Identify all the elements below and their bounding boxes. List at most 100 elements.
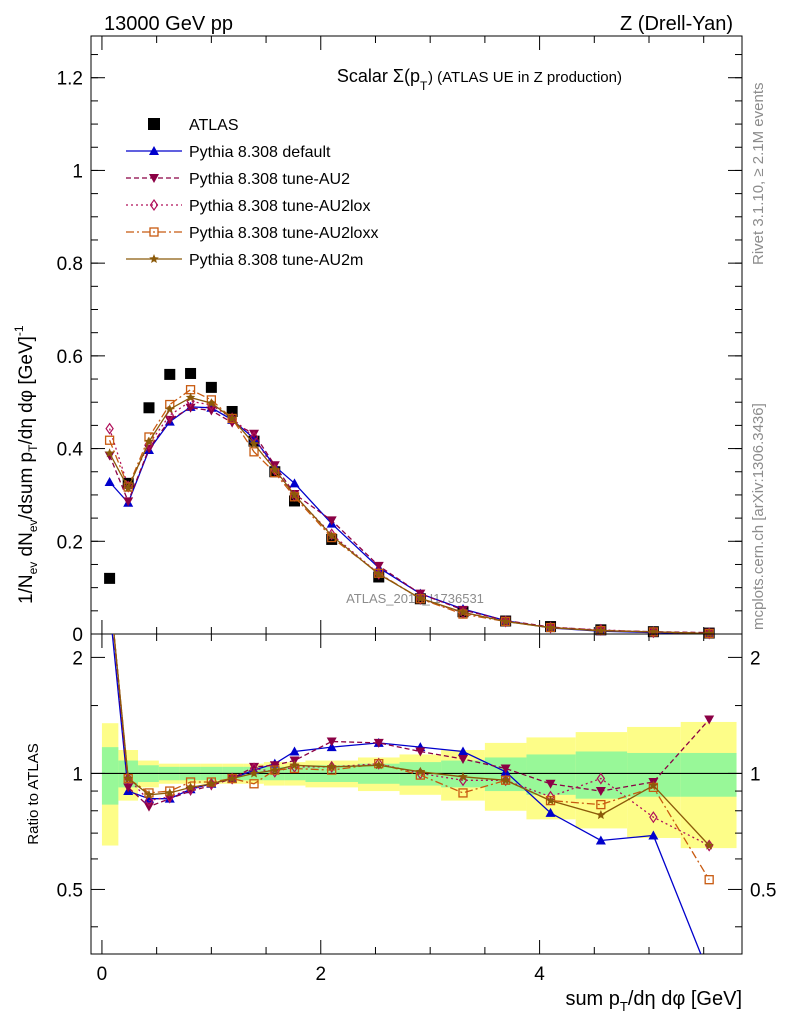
main-data-point <box>226 405 238 417</box>
ratio-data-point <box>165 787 175 797</box>
mcplots-label: mcplots.cern.ch [arXiv:1306.3436] <box>750 403 767 630</box>
main-data-point <box>500 616 511 626</box>
ratio-data-point <box>374 757 383 770</box>
title-tail: ) (ATLAS UE in Z production) <box>428 69 622 86</box>
main-y-tick-label: 1.2 <box>57 69 83 90</box>
ratio-data-point <box>704 875 714 885</box>
ratio-data-point <box>105 602 115 611</box>
ratio-data-point <box>326 742 337 752</box>
ratio-data-point <box>206 778 217 788</box>
ratio-data-point <box>649 811 658 824</box>
main-y-tick-label: 0.6 <box>57 347 83 368</box>
main-data-point <box>373 561 384 571</box>
ratio-uncertainty-bands <box>91 721 742 849</box>
legend-label: Pythia 8.308 default <box>189 144 331 161</box>
svg-text:T: T <box>420 79 428 93</box>
main-data-point <box>144 436 154 446</box>
ratio-data-point <box>123 783 134 793</box>
ratio-y-axis-label: Ratio to ATLAS <box>25 743 42 844</box>
ratio-band-green <box>680 752 737 797</box>
legend-label: Pythia 8.308 tune-AU2loxx <box>189 225 378 242</box>
ratio-data-point <box>648 830 659 840</box>
main-data-point <box>185 403 196 413</box>
main-data-point <box>596 625 606 635</box>
main-axis-ticks: 0 0.2 0.4 0.6 0.8 1 1.2 <box>57 36 742 646</box>
main-y-tick-label: 0.4 <box>57 440 84 461</box>
ratio-y-tick-label: 0.5 <box>57 880 83 901</box>
ratio-data-point <box>596 799 606 810</box>
main-data-point <box>289 478 300 488</box>
ratio-panel-frame <box>90 633 743 955</box>
main-panel: 00.20.40.60.811.2 ATLAS_2019_I1736531 Sc… <box>57 35 743 646</box>
legend: ATLAS Pythia 8.308 default Pythia 8.308 tu… <box>126 117 378 269</box>
ratio-y-tick-label-right: 2 <box>750 648 761 669</box>
main-data-point <box>104 451 115 461</box>
title-main: Scalar Σ(p <box>337 66 420 86</box>
ratio-data-point <box>164 794 175 804</box>
rivet-version-label: Rivet 3.1.10, ≥ 2.1M events <box>750 83 767 266</box>
ratio-data-point <box>545 779 556 789</box>
ratio-y-tick-label-right: 0.5 <box>750 880 776 901</box>
legend-label: Pythia 8.308 tune-AU2m <box>189 252 363 269</box>
main-data-point <box>289 489 300 499</box>
main-data-point <box>185 392 196 402</box>
ratio-data-point <box>704 840 714 850</box>
main-data-point <box>104 476 115 486</box>
ratio-data-point <box>595 787 606 797</box>
ratio-data-point <box>143 793 154 803</box>
ratio-y-tick-label: 2 <box>72 648 83 669</box>
main-y-tick-label: 1 <box>72 161 83 182</box>
main-y-tick-label: 0.2 <box>57 532 83 553</box>
main-data-point <box>123 483 133 492</box>
main-data-point <box>704 628 714 638</box>
legend-label: Pythia 8.308 tune-AU2lox <box>189 198 370 215</box>
ratio-data-point <box>326 737 337 747</box>
ratio-data-point <box>249 768 259 778</box>
main-data-point <box>206 406 217 416</box>
x-tick-label: 2 <box>315 964 326 985</box>
main-data-point <box>143 402 155 414</box>
ratio-data-point <box>500 764 511 774</box>
legend-marker <box>149 227 159 237</box>
ratio-data-point <box>249 762 260 772</box>
x-axis-label: sum pT/dη dφ [GeV] <box>565 988 742 1014</box>
ratio-data-point <box>185 787 196 797</box>
ratio-data-point <box>327 761 337 771</box>
main-data-point <box>269 466 281 478</box>
header-left-label: 13000 GeV pp <box>104 13 233 35</box>
main-data-point <box>545 622 556 632</box>
ratio-y-tick-label: 1 <box>72 764 83 785</box>
main-data-point <box>164 368 176 380</box>
main-data-point <box>185 367 197 379</box>
ratio-data-point <box>596 810 606 820</box>
ratio-data-point <box>106 585 113 595</box>
main-data-point <box>206 398 217 408</box>
main-data-point <box>105 422 114 435</box>
ratio-data-point <box>458 746 468 756</box>
ratio-data-point <box>545 795 556 805</box>
ratio-data-point <box>270 765 280 775</box>
ratio-data-point <box>500 775 511 785</box>
main-data-point <box>270 464 280 474</box>
ratio-data-point <box>106 586 114 594</box>
legend-marker <box>149 174 159 183</box>
main-data-point <box>123 497 134 507</box>
legend-marker <box>149 198 159 212</box>
ratio-panel: 0.5 0.51 12 20 2 4 <box>57 585 776 985</box>
main-data-point <box>165 404 175 414</box>
ratio-data-point <box>227 773 237 783</box>
main-data-point <box>249 429 260 439</box>
ratio-data-point <box>415 766 426 776</box>
ratio-data-point <box>373 738 384 748</box>
main-data-point <box>249 438 259 448</box>
ratio-data-point <box>289 760 300 770</box>
ratio-data-point <box>289 746 300 756</box>
ratio-data-point <box>648 780 659 790</box>
legend-marker <box>149 146 159 155</box>
ratio-data-point <box>596 772 606 785</box>
main-y-axis-label: 1/Nev dNev/dsum pT/dη dφ [GeV]-1 <box>12 325 40 604</box>
svg-text:) (ATLAS UE in Z production): ) (ATLAS UE in Z production) <box>428 69 622 86</box>
ratio-data-point <box>374 760 384 770</box>
main-data-point <box>104 572 116 584</box>
main-y-tick-label: 0.8 <box>57 254 83 275</box>
